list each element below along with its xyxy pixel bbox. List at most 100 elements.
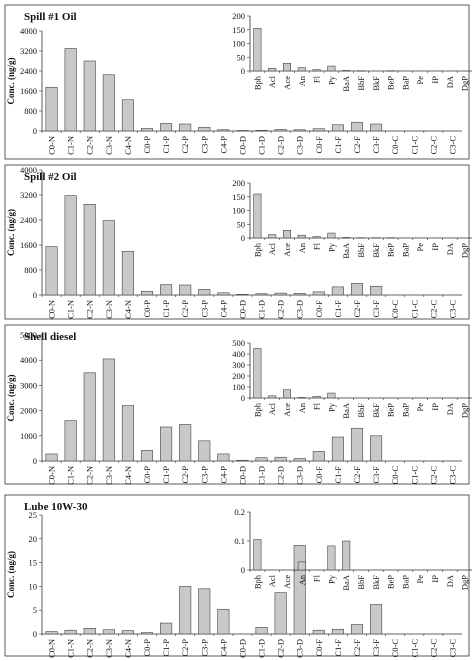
panel-2-inset-y-tick-label: 100 [232, 206, 245, 216]
panel-2-main-bar-c1-d [255, 293, 268, 296]
panel-4-main-bar-c2-d [274, 592, 287, 635]
panel-1-main-x-tick-label: C0-F [314, 136, 324, 154]
panel-1-main-bar-c2-f [350, 121, 364, 132]
panel-2-inset-y-tick-label: 0 [241, 233, 245, 243]
panel-1-main-x-tick-label: C4-N [123, 136, 133, 155]
panel-1-inset-x-tick-label: BkF [371, 76, 381, 91]
panel-3-main-x-tick-label: C3-P [199, 466, 209, 484]
panel-2-main-x-tick-label: C1-P [161, 300, 171, 318]
panel-2-frame [4, 164, 470, 320]
panel-2-inset-bar-bep [386, 237, 395, 239]
panel-4-main-x-tick-label: C3-F [371, 639, 381, 657]
panel-2-main-x-tick-label: C0-D [237, 300, 247, 319]
panel-3-inset-bar-acl [268, 395, 277, 399]
panel-4-main-y-tick-label: 5 [33, 605, 37, 615]
panel-4-main-bar-c4-p [217, 608, 230, 635]
panel-2-inset-y-tick-label: 50 [237, 219, 246, 229]
panel-1-inset-x-tick-label: Acl [267, 75, 277, 88]
panel-4-main-bar-c2-f [350, 624, 364, 635]
panel-4-inset-y-tick-label: 0.2 [234, 507, 245, 517]
panel-2-inset-x-tick-label: Pe [415, 243, 425, 252]
panel-2-main-bar-c2-d [274, 292, 287, 296]
panel-2-main-x-tick-label: C1-F [333, 300, 343, 318]
panel-3-title: Shell diesel [24, 331, 76, 343]
panel-4-inset-x-tick-label: DA [445, 574, 455, 587]
panel-1-inset-bar-py [327, 65, 336, 72]
panel-2-inset-x-tick-label: IP [430, 243, 440, 251]
panel-1-inset-x-tick-label: Ace [282, 76, 292, 90]
panel-1-main-bar-c0-f [312, 128, 325, 132]
panel-1-main-x-tick-label: C3-F [371, 136, 381, 154]
panel-1-main-bar-c1-f [331, 124, 344, 132]
panel-3-inset-x-tick-label: DgP [460, 403, 470, 418]
panel-3-main-bar-c3-d [293, 458, 306, 462]
panel-4-frame [4, 494, 470, 657]
panel-1-inset-bar-ace [282, 62, 291, 72]
panel-4-inset-x-tick-label: Acl [267, 574, 277, 587]
panel-3-main-x-tick-label: C3-C [447, 466, 457, 485]
panel-2-main-bar-c4-n [121, 250, 134, 296]
panel-4-main-bar-c1-p [160, 622, 173, 635]
panel-1-inset-x-tick-label: BaP [400, 76, 410, 90]
panel-2-main-x-tick-label: C3-N [104, 300, 114, 319]
panel-3-inset-x-tick-label: BaP [400, 403, 410, 417]
panel-2-main-x-tick-label: C2-N [85, 300, 95, 319]
panel-1-inset-bar-bbf [356, 70, 365, 72]
panel-4-inset-bar-baa [342, 540, 351, 571]
panel-2-main-x-tick-label: C1-N [66, 300, 76, 319]
panel-2-inset-bar-bph [253, 193, 262, 239]
panel-1-main-y-tick-label: 800 [24, 106, 37, 116]
panel-1-main-x-tick-label: C3-P [199, 136, 209, 154]
panel-4-main-y-tick-label: 0 [33, 629, 37, 639]
panel-4-main-bar-c3-n [102, 629, 115, 635]
panel-1-main-x-tick-label: C3-C [447, 136, 457, 155]
panel-3-main-bar-c3-p [198, 440, 211, 462]
panel-2-main-y-tick-label: 0 [33, 290, 37, 300]
panel-1-main-bar-c3-d [293, 129, 306, 132]
panel-2-main-x-tick-label: C3-C [447, 300, 457, 319]
panel-4-inset-bar-bph [253, 539, 262, 571]
panel-4-inset-bar-py [327, 545, 336, 571]
panel-2-main-y-tick-label: 2400 [20, 215, 37, 225]
panel-4-main-x-tick-label: C1-D [257, 639, 267, 658]
panel-2-main-x-tick-label: C3-F [371, 300, 381, 318]
panel-2-inset-y-tick-label: 200 [232, 178, 245, 188]
panel-4-inset-bar-an [297, 561, 306, 571]
panel-3-main-x-tick-label: C1-C [409, 466, 419, 485]
panel-1-main-bar-c3-f [370, 123, 383, 132]
panel-3-main-x-tick-label: C2-F [352, 466, 362, 484]
panel-3-inset-bar-an [297, 397, 306, 399]
panel-4-main-y-tick-label: 10 [29, 581, 38, 591]
panel-3-main-y-tick-label: 1000 [20, 431, 37, 441]
panel-4-main-x-tick-label: C0-C [390, 639, 400, 658]
panel-1-main-bar-c1-n [64, 48, 77, 132]
panel-1-main-bar-c1-p [160, 123, 173, 132]
panel-1-main-x-tick-label: C2-D [276, 136, 286, 155]
panel-1-main-x-tick-label: C0-C [390, 136, 400, 155]
panel-3-inset-bar-ace [282, 389, 291, 399]
panel-3-inset-bar-py [327, 392, 336, 399]
panel-4-main-x-tick-label: C0-D [237, 639, 247, 658]
panel-3-main-x-tick-label: C4-P [218, 466, 228, 484]
panel-3-main-x-tick-label: C4-N [123, 466, 133, 485]
panel-2-main-x-tick-label: C0-F [314, 300, 324, 318]
panel-1-inset-bar-fl [312, 69, 321, 72]
panel-3-main-bar-c0-d [236, 459, 249, 462]
panel-2-inset-x-tick-label: Fl [312, 242, 322, 250]
panel-3-main-y-tick-label: 3000 [20, 380, 37, 390]
panel-2-main-y-tick-label: 800 [24, 265, 37, 275]
panel-1-main-bar-c1-d [255, 129, 268, 132]
panel-2-inset-bar-an [297, 234, 306, 239]
panel-1-inset-x-tick-label: An [297, 75, 307, 86]
panel-2-main-y-tick-label: 4000 [20, 165, 37, 175]
panel-4-main-x-tick-label: C2-F [352, 639, 362, 657]
panel-2-main-x-tick-label: C0-C [390, 300, 400, 319]
panel-2-main-x-tick-label: C2-F [352, 300, 362, 318]
panel-3-main-y-tick-label: 2000 [20, 406, 37, 416]
panel-4-inset-x-tick-label: Pe [415, 575, 425, 584]
panel-1-inset-x-tick-label: Bph [252, 75, 262, 90]
panel-2-inset-x-tick-label: Ace [282, 243, 292, 257]
panel-1-inset-x-tick-label: BeP [386, 76, 396, 90]
panel-1-main-x-tick-label: C2-F [352, 136, 362, 154]
panel-2-main-bar-c1-n [64, 195, 77, 296]
